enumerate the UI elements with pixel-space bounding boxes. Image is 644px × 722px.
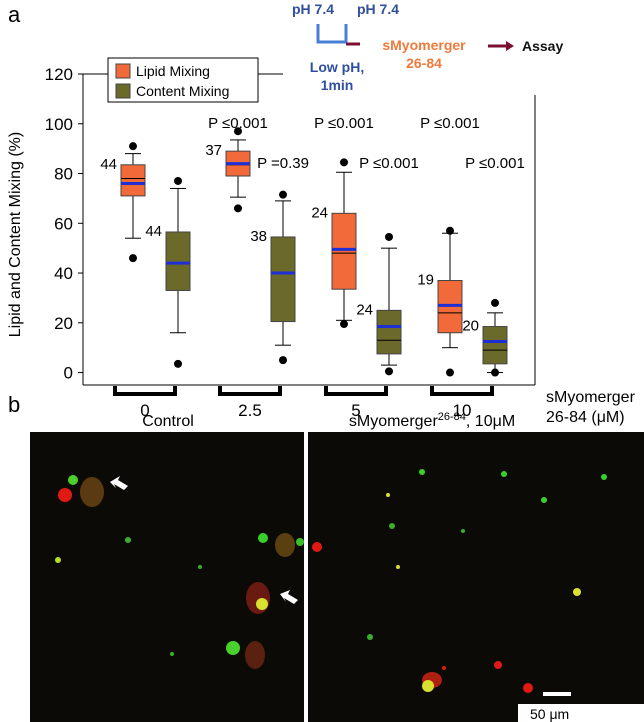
box	[165, 231, 191, 291]
outlier	[446, 226, 454, 235]
category-bracket	[113, 386, 177, 396]
outlier	[491, 368, 499, 377]
y-tick-label: 40	[54, 264, 73, 283]
n-label: 38	[250, 228, 267, 245]
p-value: P ≤0.001	[359, 155, 419, 172]
n-label: 44	[145, 223, 162, 240]
inset-text: pH 7.4	[292, 1, 334, 17]
scale-label-bg	[518, 704, 644, 722]
legend-swatch	[115, 63, 131, 79]
legend-label: Content Mixing	[136, 83, 229, 99]
legend-swatch	[115, 83, 131, 99]
p-value: P ≤0.001	[420, 115, 480, 132]
outlier	[129, 254, 137, 263]
arrow	[506, 41, 514, 51]
inset-text: Low pH,	[310, 59, 364, 75]
outlier	[340, 158, 348, 167]
y-tick-label: 60	[54, 214, 73, 233]
outlier	[234, 204, 242, 213]
p-value: P ≤0.001	[465, 155, 525, 172]
n-label: 44	[100, 156, 117, 173]
x-tick-label: 5	[351, 401, 360, 420]
n-label: 24	[311, 204, 328, 221]
scale-bar	[543, 692, 571, 696]
x-axis-label: 26-84 (μM)	[546, 409, 625, 426]
n-label: 20	[462, 318, 479, 335]
p-value: P ≤0.001	[314, 115, 374, 132]
legend-box	[107, 57, 259, 103]
outlier	[234, 127, 242, 136]
p-value: P =0.39	[257, 155, 309, 172]
outlier	[385, 367, 393, 376]
image-title: sMyomerger26-84, 10μM	[349, 411, 515, 430]
outlier	[340, 320, 348, 329]
y-tick-label: 120	[45, 65, 73, 84]
n-label: 19	[417, 272, 434, 289]
box	[331, 212, 357, 290]
n-label: 37	[205, 142, 222, 159]
n-label: 24	[356, 301, 373, 318]
inset-text: Assay	[522, 38, 563, 54]
legend-label: Lipid Mixing	[136, 63, 210, 79]
y-tick-label: 0	[64, 364, 73, 383]
scale-label: 50 μm	[530, 706, 569, 722]
outlier	[491, 298, 499, 307]
panel-label: b	[8, 392, 20, 417]
box	[270, 236, 296, 323]
outlier	[174, 176, 182, 185]
category-bracket	[218, 386, 282, 396]
box	[120, 164, 146, 197]
outlier	[446, 368, 454, 377]
inset-text: pH 7.4	[357, 1, 399, 17]
inset-text: 1min	[321, 77, 354, 93]
category-bracket	[324, 386, 388, 396]
inset-text: sMyomerger	[382, 37, 466, 53]
x-axis-label: sMyomerger	[546, 389, 636, 406]
box	[376, 309, 402, 355]
y-tick-label: 20	[54, 314, 73, 333]
micrograph-spots	[55, 469, 607, 693]
image-title-part: sMyomerger	[349, 413, 439, 430]
outlier	[279, 356, 287, 365]
outlier	[174, 359, 182, 368]
category-bracket	[430, 386, 494, 396]
y-axis-label: Lipid and Content Mixing (%)	[7, 132, 24, 337]
box	[482, 326, 508, 365]
panel-label: a	[8, 2, 21, 27]
outlier	[385, 232, 393, 241]
image-title: Control	[142, 413, 194, 430]
outlier	[129, 142, 137, 151]
image-title-part: 26-84	[438, 411, 466, 423]
outlier	[279, 190, 287, 199]
x-tick-label: 10	[453, 401, 472, 420]
image-title-part: , 10μM	[466, 413, 515, 430]
micrograph	[308, 432, 644, 722]
y-tick-label: 100	[45, 115, 73, 134]
inset-text: 26-84	[406, 55, 442, 71]
inset-scheme: pH 7.4 pH 7.4 Low pH, 1min sMyomerger 26…	[292, 1, 563, 93]
p-value: P ≤0.001	[208, 115, 268, 132]
scheme-line	[316, 24, 348, 44]
x-tick-label: 2.5	[238, 401, 262, 420]
y-tick-label: 80	[54, 165, 73, 184]
x-tick-label: 0	[140, 401, 149, 420]
